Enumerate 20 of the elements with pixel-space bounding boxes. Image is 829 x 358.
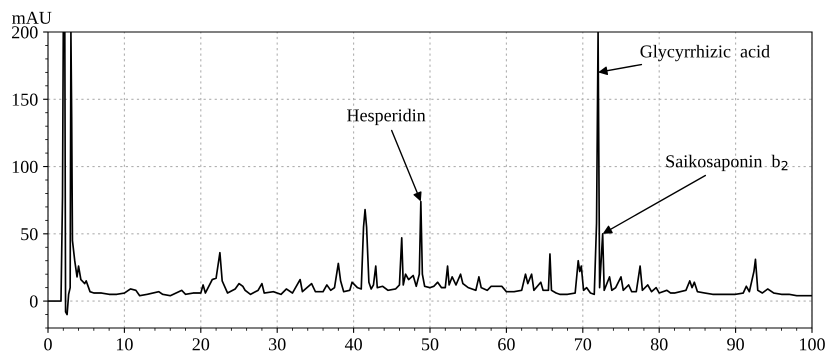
x-tick-label: 10	[116, 338, 133, 350]
annotation: Hesperidin	[347, 108, 426, 126]
y-tick-label: 150	[12, 94, 38, 106]
annotation: Saikosaponin b$_{2}$	[666, 154, 788, 172]
x-tick-label: 30	[269, 338, 286, 350]
x-tick-label: 70	[574, 338, 592, 350]
y-tick-label: 0	[30, 295, 38, 308]
x-tick-label: 50	[422, 338, 438, 350]
x-tick-label: 20	[192, 338, 210, 350]
y-tick-label: 50	[21, 228, 38, 240]
x-tick-label: 90	[727, 338, 744, 350]
x-tick-label: 40	[344, 338, 362, 350]
y-tick-label: 200	[12, 26, 38, 38]
y-axis-title: mAU	[12, 12, 52, 24]
x-tick-label: 80	[650, 338, 668, 350]
x-tick-label: 0	[44, 338, 52, 350]
x-tick-label: 60	[498, 338, 515, 350]
annotation: Glycyrrhizic acid	[640, 44, 770, 62]
x-tick-label: 100	[800, 338, 825, 350]
y-tick-label: 100	[12, 160, 38, 173]
